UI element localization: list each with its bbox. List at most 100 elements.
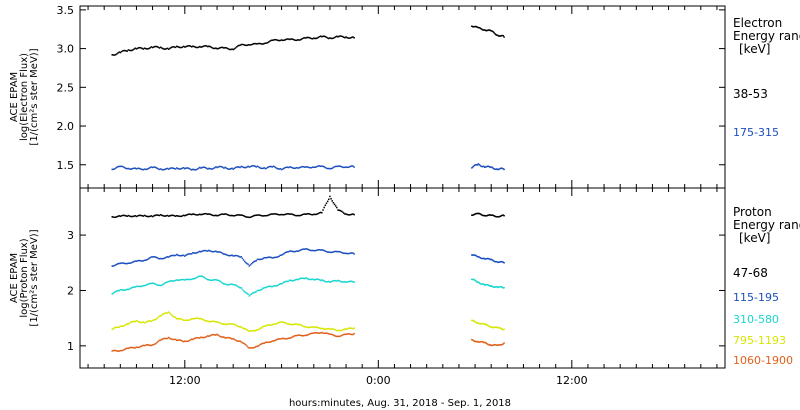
data-point [116, 326, 118, 328]
data-point [263, 167, 266, 169]
data-point [154, 166, 156, 168]
data-point [486, 29, 489, 32]
data-point [128, 49, 131, 52]
data-point [325, 328, 328, 330]
data-point [180, 254, 183, 257]
data-point [280, 337, 283, 340]
data-point [265, 42, 268, 44]
data-point [217, 334, 219, 336]
data-point [230, 254, 232, 257]
data-point [152, 319, 155, 321]
data-point [245, 261, 247, 264]
data-point [499, 167, 502, 170]
data-point [264, 325, 267, 327]
data-point [266, 41, 269, 44]
data-point [347, 333, 350, 335]
data-point [159, 168, 162, 170]
data-point [204, 45, 207, 47]
data-point [486, 324, 489, 326]
data-point [317, 212, 320, 215]
data-point [121, 262, 124, 264]
data-point [257, 42, 260, 45]
data-point [144, 259, 147, 261]
data-point [284, 213, 286, 216]
data-point [340, 35, 343, 37]
data-point [203, 319, 206, 322]
proton-plot-frame [79, 187, 726, 369]
data-point [117, 350, 119, 352]
data-point [474, 254, 477, 257]
data-point [166, 281, 169, 283]
data-point [192, 45, 194, 47]
data-point [257, 289, 260, 292]
data-point [220, 213, 223, 215]
data-point [488, 325, 491, 328]
data-point [473, 213, 476, 216]
data-point [480, 257, 482, 259]
data-point [479, 323, 481, 325]
data-point [290, 38, 292, 40]
data-point [185, 167, 187, 169]
data-point [294, 250, 297, 253]
data-point [220, 166, 223, 168]
data-point [117, 262, 119, 265]
data-point [325, 202, 328, 205]
data-point [204, 277, 207, 280]
data-point [148, 215, 150, 218]
data-point [492, 167, 494, 169]
data-point [124, 289, 126, 291]
data-point [310, 166, 313, 169]
data-point [202, 276, 204, 278]
data-point [501, 343, 503, 346]
data-point [484, 323, 487, 326]
data-point [114, 326, 117, 329]
data-point [128, 168, 131, 170]
data-point [306, 213, 308, 215]
data-point [121, 349, 124, 352]
data-point [474, 321, 477, 323]
data-point [113, 216, 116, 219]
data-point [313, 249, 315, 252]
data-point [113, 264, 116, 267]
data-point [180, 318, 183, 320]
electron-legend-entry: 175-315 [733, 126, 779, 139]
data-point [318, 332, 321, 334]
data-point [278, 321, 281, 324]
data-point [486, 343, 489, 345]
data-point [186, 214, 188, 216]
data-point [147, 215, 149, 218]
data-point [171, 167, 173, 169]
data-point [246, 262, 248, 265]
data-point [133, 167, 135, 169]
data-point [353, 281, 355, 283]
data-point [235, 324, 238, 327]
data-point [255, 214, 257, 217]
data-point [163, 215, 165, 217]
data-point [147, 320, 149, 322]
data-point [167, 48, 170, 50]
data-point [165, 256, 168, 258]
data-point [124, 348, 126, 350]
data-point [248, 347, 251, 349]
data-point [283, 213, 285, 216]
data-point [252, 292, 254, 294]
data-point [273, 285, 276, 287]
data-point [322, 209, 324, 211]
data-point [280, 213, 283, 216]
data-point [263, 325, 266, 327]
data-point [157, 168, 160, 170]
data-point [200, 317, 202, 320]
data-point [314, 249, 316, 252]
data-point [252, 261, 254, 264]
data-point [333, 250, 336, 253]
data-point [485, 215, 488, 217]
data-point [187, 167, 190, 169]
data-point [328, 37, 330, 40]
data-point [351, 165, 353, 167]
data-point [256, 289, 259, 292]
data-point [174, 168, 177, 170]
data-point [484, 166, 487, 168]
data-point [182, 45, 185, 48]
data-point [256, 43, 259, 45]
data-point [243, 215, 246, 218]
